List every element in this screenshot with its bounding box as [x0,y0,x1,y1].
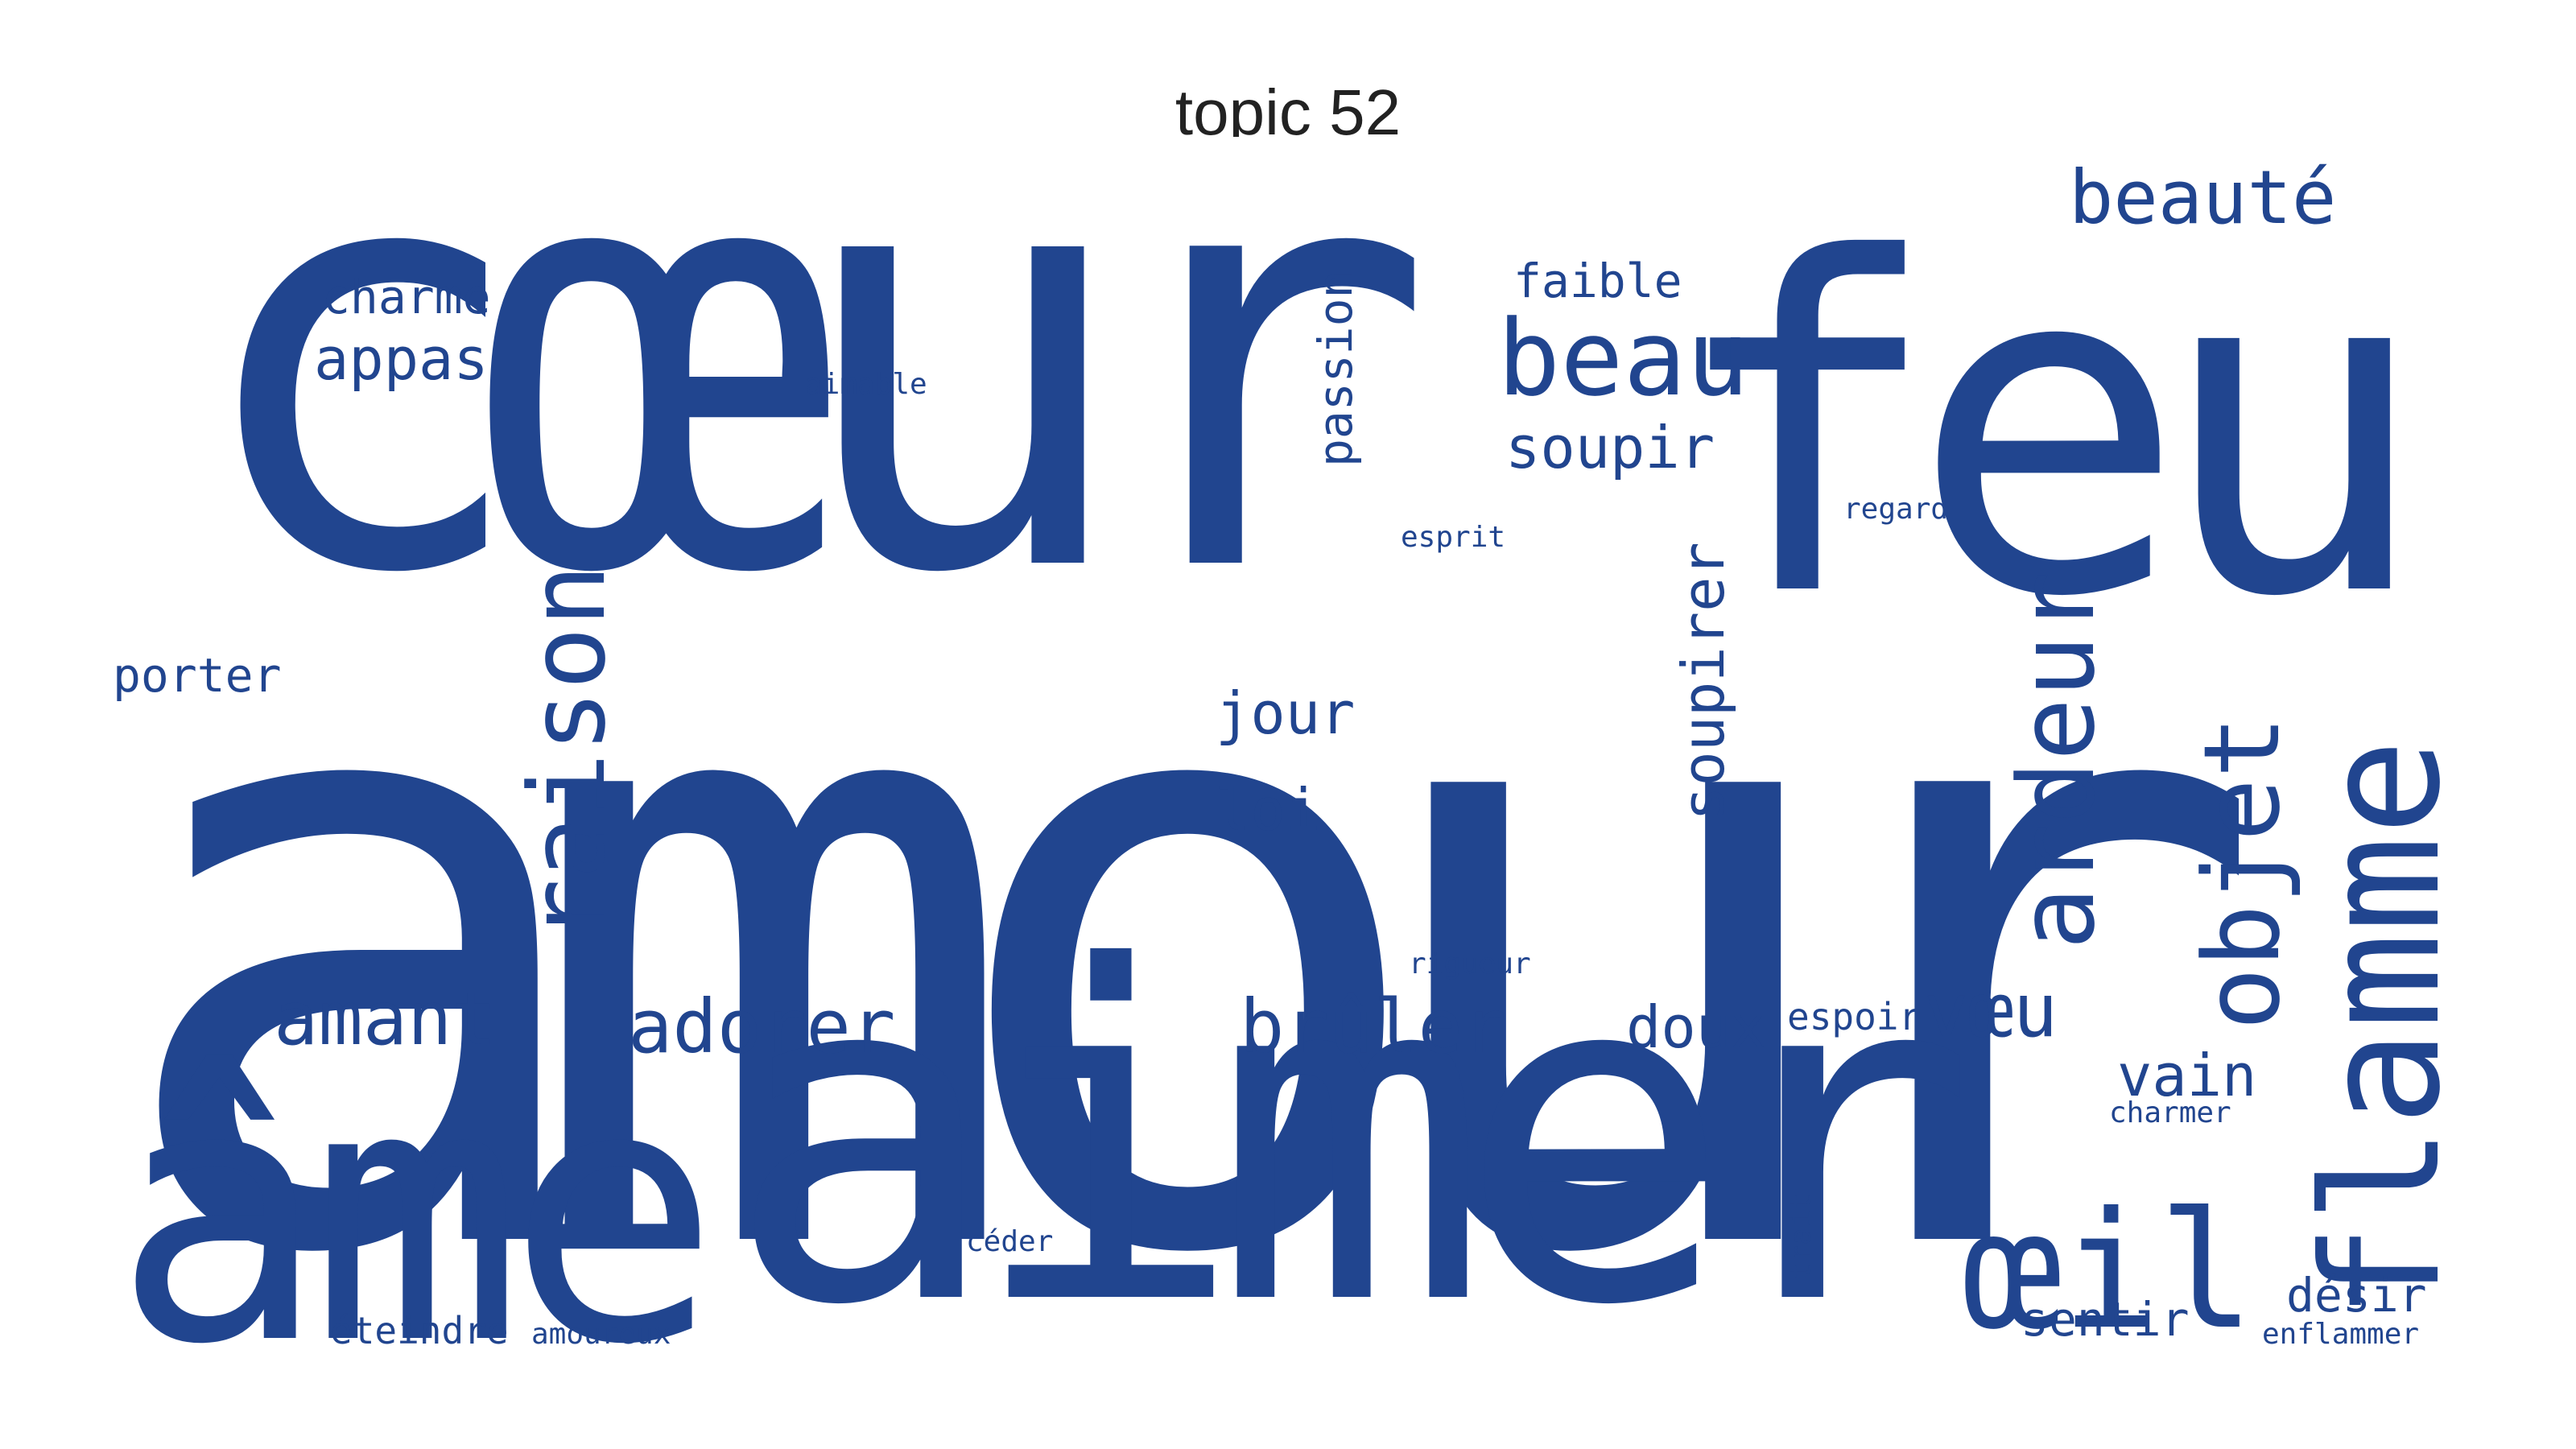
word-charme: charme [322,270,491,324]
word-doux: doux [1626,993,1766,1061]
word-aimable: aimable [805,368,927,401]
word-soupir: soupir [1505,414,1715,481]
word-flamme: flamme [2289,738,2476,1320]
word-raison: raison [506,564,629,942]
word-bruler: brûler [1240,984,1508,1070]
word-trait: trait [1785,1192,1818,1280]
word-faible: faible [1513,254,1682,308]
word-passion: passion [1308,270,1363,467]
word-esprit: esprit [1401,521,1506,554]
word-espoir: espoir [1787,995,1922,1038]
word-coeur: cœur [185,25,1436,700]
word-eteindre: éteindre [330,1309,509,1352]
word-rigueur: rigueur [1409,947,1531,980]
word-ame: âme [113,1009,720,1422]
word-amour: amour [105,463,2271,1437]
word-soupirer: soupirer [1670,542,1737,821]
word-aimer: aimer [724,872,1977,1406]
word-amant: amant [274,976,497,1062]
word-oeil: œil [1964,1178,2256,1365]
word-loi: loi [1216,776,1321,844]
word-charmer: charmer [2109,1096,2231,1129]
word-feu: feu [1666,163,2430,697]
word-beaute: beauté [2069,155,2337,241]
chart-title: topic 52 [1174,76,1402,148]
word-ardeur: ardeur [1996,572,2118,950]
word-objet: objet [2181,715,2303,1030]
word-enflammer: enflammer [2262,1318,2420,1351]
word-desir: désir [2286,1268,2427,1323]
word-appas: appas [314,325,489,393]
word-jour: jour [1216,679,1356,747]
word-adorer: adorer [628,984,896,1070]
word-vain: vain [2117,1042,2257,1109]
word-ceder: céder [966,1225,1054,1258]
word-voeu: vœu [1924,968,2058,1054]
word-cloud: amour cœur aimer feu âme œil flamme rais… [97,72,2479,1437]
word-regard: regard [1843,493,1949,526]
word-sentir: sentir [2021,1292,2190,1347]
word-amoureux: amoureux [531,1318,671,1351]
word-beau: beau [1497,297,1750,419]
word-porter: porter [113,648,282,703]
